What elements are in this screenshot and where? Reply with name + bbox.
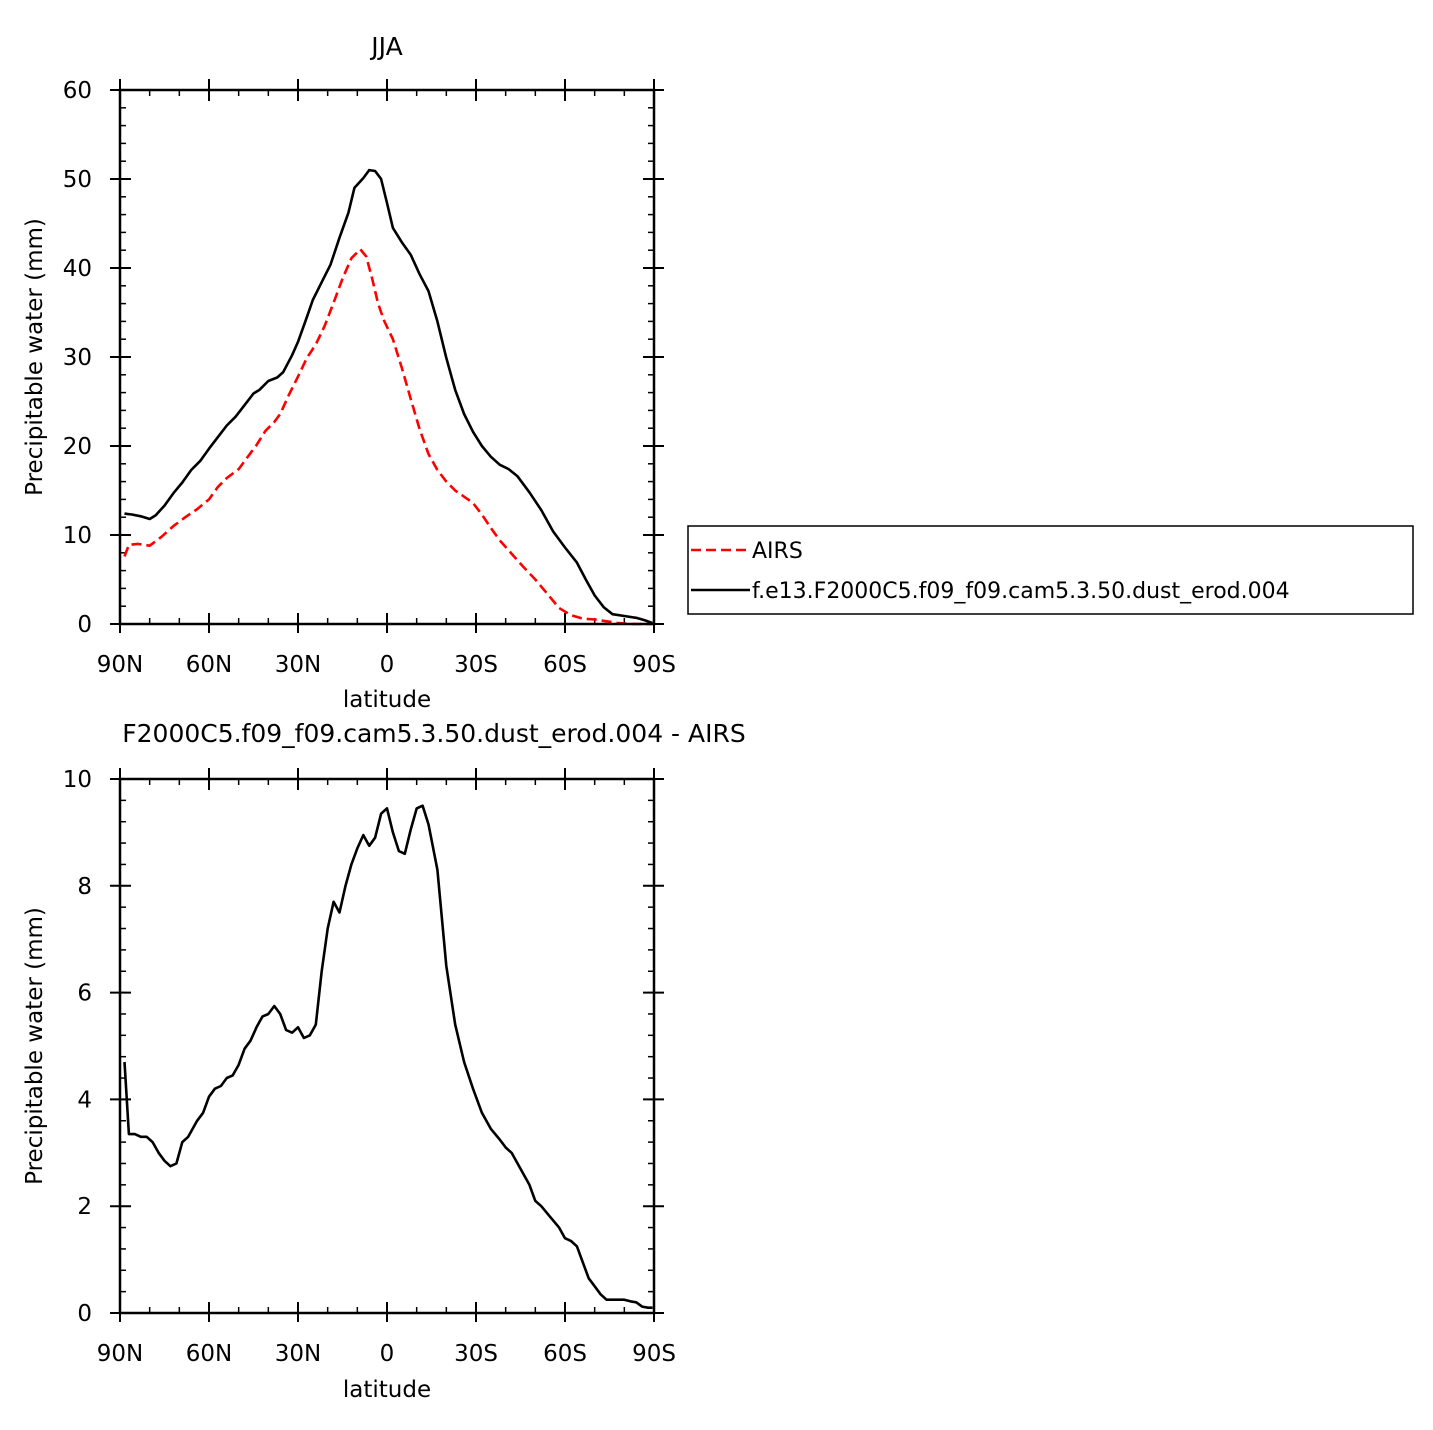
legend-label-model: f.e13.F2000C5.f09_f09.cam5.3.50.dust_ero…	[752, 579, 1290, 604]
x-axis-label: latitude	[343, 1377, 431, 1403]
y-tick-label: 2	[77, 1194, 92, 1220]
y-tick-label: 6	[77, 981, 92, 1007]
x-tick-label: 60S	[543, 1341, 587, 1367]
legend-box	[687, 525, 1414, 615]
axis-ticks	[110, 79, 664, 633]
y-tick-label: 0	[77, 1301, 92, 1327]
y-tick-label: 10	[63, 523, 92, 549]
series-line-1	[124, 168, 653, 625]
y-tick-label: 10	[63, 767, 92, 793]
series-line-0	[123, 804, 653, 1309]
x-tick-label: 60N	[186, 652, 232, 678]
y-tick-label: 4	[77, 1087, 92, 1113]
x-tick-label: 30S	[454, 652, 498, 678]
x-axis-label: latitude	[343, 687, 431, 713]
x-tick-label: 90S	[632, 652, 676, 678]
y-tick-label: 0	[77, 612, 92, 638]
x-tick-label: 60S	[543, 652, 587, 678]
legend-label-airs: AIRS	[752, 539, 803, 564]
y-tick-label: 50	[63, 167, 92, 193]
x-tick-label: 30S	[454, 1341, 498, 1367]
y-axis-label: Precipitable water (mm)	[22, 907, 48, 1185]
chart-title: JJA	[369, 32, 402, 61]
chart-jja: JJA 90N 60N 30N 0 30S 60S 90S 0 10 20 30 40 50 60 lat…	[22, 32, 676, 713]
tick-labels: 90N 60N 30N 0 30S 60S 90S 0 10 20 30 40 50 60	[63, 78, 676, 678]
series-group	[123, 804, 653, 1309]
y-axis-label: Precipitable water (mm)	[22, 218, 48, 496]
chart-title: F2000C5.f09_f09.cam5.3.50.dust_erod.004 …	[122, 719, 745, 748]
y-tick-label: 60	[63, 78, 92, 104]
x-tick-label: 0	[380, 1341, 395, 1367]
chart-difference: F2000C5.f09_f09.cam5.3.50.dust_erod.004 …	[22, 719, 746, 1403]
x-tick-label: 90N	[97, 1341, 143, 1367]
y-tick-label: 8	[77, 874, 92, 900]
x-tick-label: 30N	[275, 652, 321, 678]
x-tick-label: 0	[380, 652, 395, 678]
x-tick-label: 90S	[632, 1341, 676, 1367]
x-tick-label: 60N	[186, 1341, 232, 1367]
y-tick-label: 30	[63, 345, 92, 371]
y-tick-label: 20	[63, 434, 92, 460]
x-tick-label: 90N	[97, 652, 143, 678]
series-group	[123, 168, 653, 626]
axis-ticks	[110, 768, 664, 1322]
plot-frame	[118, 88, 656, 626]
legend: AIRS f.e13.F2000C5.f09_f09.cam5.3.50.dus…	[687, 525, 1414, 615]
plot-frame	[118, 777, 656, 1315]
x-tick-label: 30N	[275, 1341, 321, 1367]
y-tick-label: 40	[63, 256, 92, 282]
tick-labels: 90N 60N 30N 0 30S 60S 90S 0 2 4 6 8 10	[63, 767, 676, 1367]
series-line-0	[123, 248, 653, 626]
